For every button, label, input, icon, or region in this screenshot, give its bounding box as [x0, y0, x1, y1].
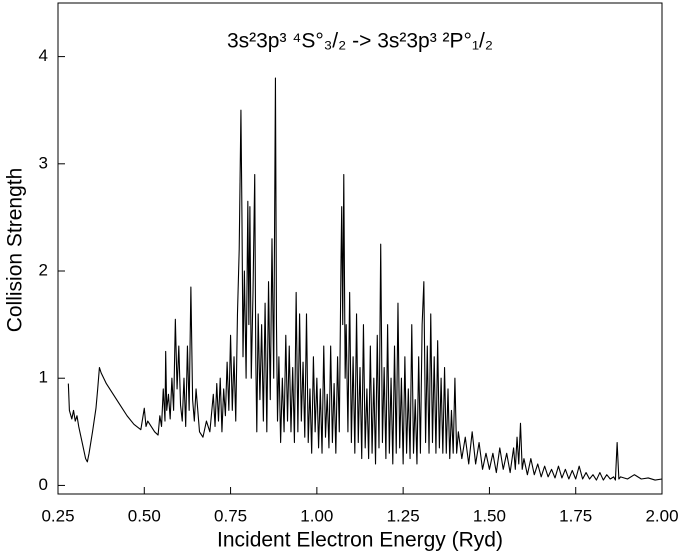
y-axis-label: Collision Strength [4, 168, 27, 333]
y-tick-label: 4 [39, 46, 48, 65]
x-tick-label: 0.50 [128, 506, 161, 525]
y-tick-label: 3 [39, 153, 48, 172]
x-tick-label: 0.75 [214, 506, 247, 525]
x-tick-label: 0.25 [41, 506, 74, 525]
x-tick-label: 1.50 [473, 506, 506, 525]
y-tick-label: 1 [39, 368, 48, 387]
data-line [67, 77, 663, 481]
x-tick-label: 1.00 [300, 506, 333, 525]
y-tick-label: 2 [39, 260, 48, 279]
x-tick-label: 1.75 [559, 506, 592, 525]
x-tick-label: 1.25 [387, 506, 420, 525]
chart-title: 3s²3p³ ⁴S°₃/₂ -> 3s²3p³ ²P°₁/₂ [227, 30, 493, 53]
y-tick-label: 0 [39, 475, 48, 494]
x-axis-label: Incident Electron Energy (Ryd) [217, 529, 503, 552]
plot-frame [57, 2, 663, 495]
x-tick-label: 2.00 [645, 506, 678, 525]
